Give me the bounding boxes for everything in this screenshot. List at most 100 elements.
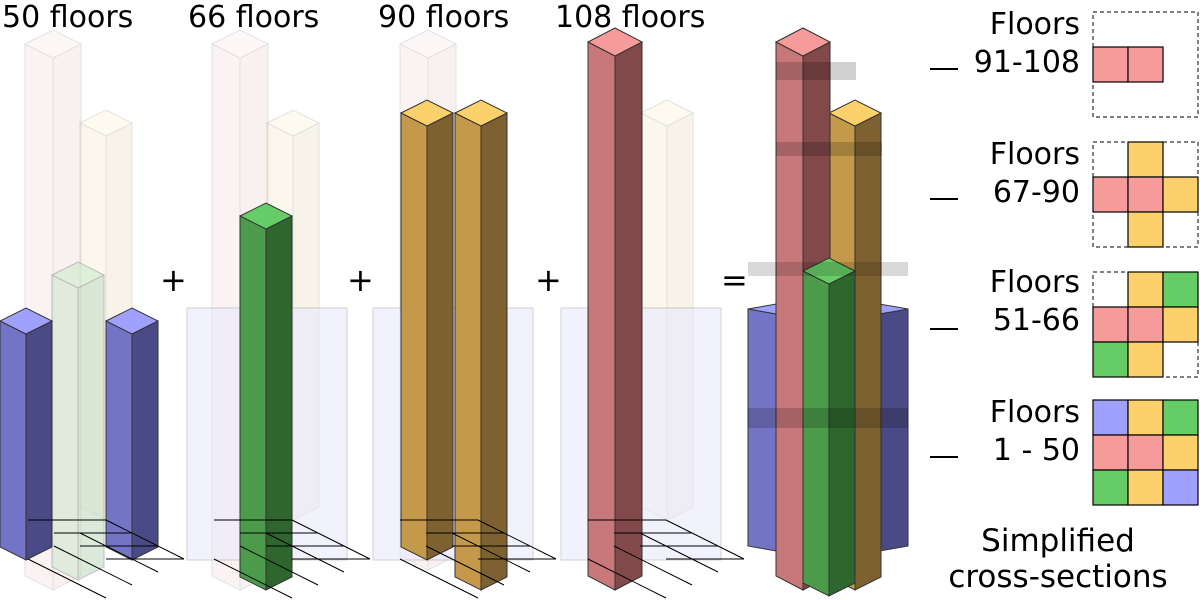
column-title-50-floors: 50 floors [2,0,134,35]
tower4-red-top [586,27,644,57]
tower1-base-grid-line-b3 [105,519,185,560]
cross-section-3-cell [1092,469,1129,506]
tower3-yellow-left-left-face [400,112,428,561]
tower3-yellow-right-top [453,99,509,127]
cross-section-2-cell [1127,271,1164,308]
cross-section-0-cell [1092,46,1129,83]
tower4-base-grid-line-b2 [639,532,719,573]
tower1-ghost-green-left-face [51,274,79,581]
tower-illustrations [0,27,909,599]
tower2-base-grid-line-b3 [291,519,371,560]
cross-section-3-cell [1162,434,1199,471]
tower1-blue-right-right-face [131,320,159,561]
tower3-base-grid [399,519,557,599]
cross-section-2-cell [1127,306,1164,343]
section-label-bottom-91-108: 91-108 [973,45,1080,80]
tower3-yellow-right-left-face [454,112,482,591]
tower2-green-top [238,202,294,230]
section-label-bottom-51-66: 51-66 [992,303,1080,338]
cross-section-2-cell [1092,341,1129,378]
combined-green-right-face [828,270,856,597]
cross-section-3-cell [1092,434,1129,471]
tower3-ghost-red-top [398,29,458,59]
cross-section-2 [930,271,1199,378]
cross-section-1-cell [1127,176,1164,213]
tower2-ghost-yellow-top [265,109,321,137]
combined-band-91 [776,62,856,80]
tower1-base-grid-line-b0 [27,558,107,599]
tower1-base-grid-line-b1 [53,545,133,586]
cross-section-panel [930,11,1199,506]
tower3-base-grid-line-b1 [425,545,505,586]
tower2-green [238,202,294,591]
tower4-red-left-face [587,41,616,591]
tower2-ghost-red-top [210,29,270,59]
cross-section-0 [930,11,1199,118]
tower1-ghost-green [50,261,106,581]
combined-band-51 [748,262,908,276]
combined-green [801,257,857,597]
column-title-90-floors: 90 floors [378,0,510,35]
combined-green-left-face [802,270,830,597]
tower1-blue-right-top [104,307,160,335]
tower2-base-grid-line-b1 [239,545,319,586]
cross-section-3-cell [1127,434,1164,471]
caption-line-1: Simplified [981,523,1135,559]
tower3-yellow-right [453,99,509,591]
tower4-base-grid-line-b0 [587,558,667,599]
cross-section-3-cell [1127,469,1164,506]
tower4-base-grid [587,519,745,599]
combined-red-top [774,27,832,57]
plus-operator-2: + [347,261,374,299]
cross-section-3 [930,399,1199,506]
section-label-top-91-108: Floors [989,7,1080,42]
cross-section-3-cell [1162,469,1199,506]
combined-yellow-right-face [854,112,882,591]
section-label-top-51-66: Floors [989,265,1080,300]
cross-section-3-cell [1162,399,1199,436]
cross-section-2-cell [1092,306,1129,343]
tower4-base-grid-line-b1 [613,545,693,586]
tower4-base-grid-line-b3 [665,519,745,560]
tower4-ghost-yellow-top [639,99,695,127]
tower1-ghost-yellow-top [78,109,134,137]
tower4-red [586,27,644,591]
cross-section-2-cell [1162,271,1199,308]
tower1-ghost-red-top [23,29,83,59]
tower3-yellow-left-right-face [426,112,454,561]
tower2-green-left-face [239,215,267,591]
section-label-bottom-1-50: 1 - 50 [992,433,1080,468]
tower1-blue-right-left-face [105,320,133,561]
tower2-base-grid-line-b2 [265,532,345,573]
tower3-base-grid-line-b3 [477,519,557,560]
cross-section-1-cell [1127,211,1164,248]
column-title-66-floors: 66 floors [188,0,320,35]
combined-green-top [801,257,857,285]
tower1-blue-left-right-face [25,320,53,561]
tower3-yellow-right-right-face [480,112,508,591]
combined-band-67 [776,142,882,156]
equals-operator: = [721,261,748,299]
cross-section-3-cell [1092,399,1129,436]
section-label-top-1-50: Floors [989,395,1080,430]
plus-operator-3: + [535,261,562,299]
tower2-base-grid [213,519,371,599]
cross-section-1 [930,141,1199,248]
tower1-base-grid [27,519,185,599]
cross-section-0-cell [1127,46,1164,83]
cross-section-1-cell [1092,176,1129,213]
tower3-yellow-left [399,99,455,561]
section-label-top-67-90: Floors [989,137,1080,172]
tower1-base-grid-line-b2 [79,532,159,573]
tower1-blue-left [0,307,54,561]
plus-operator-1: + [160,261,187,299]
section-label-bottom-67-90: 67-90 [992,175,1080,210]
tower2-base-grid-line-b0 [213,558,293,599]
cross-section-1-cell [1127,141,1164,178]
combined-yellow-top [827,99,883,127]
tower1-blue-left-top [0,307,54,335]
tower3-yellow-left-top [399,99,455,127]
tower1-ghost-green-top [50,261,106,289]
combined-band-1 [748,408,908,428]
